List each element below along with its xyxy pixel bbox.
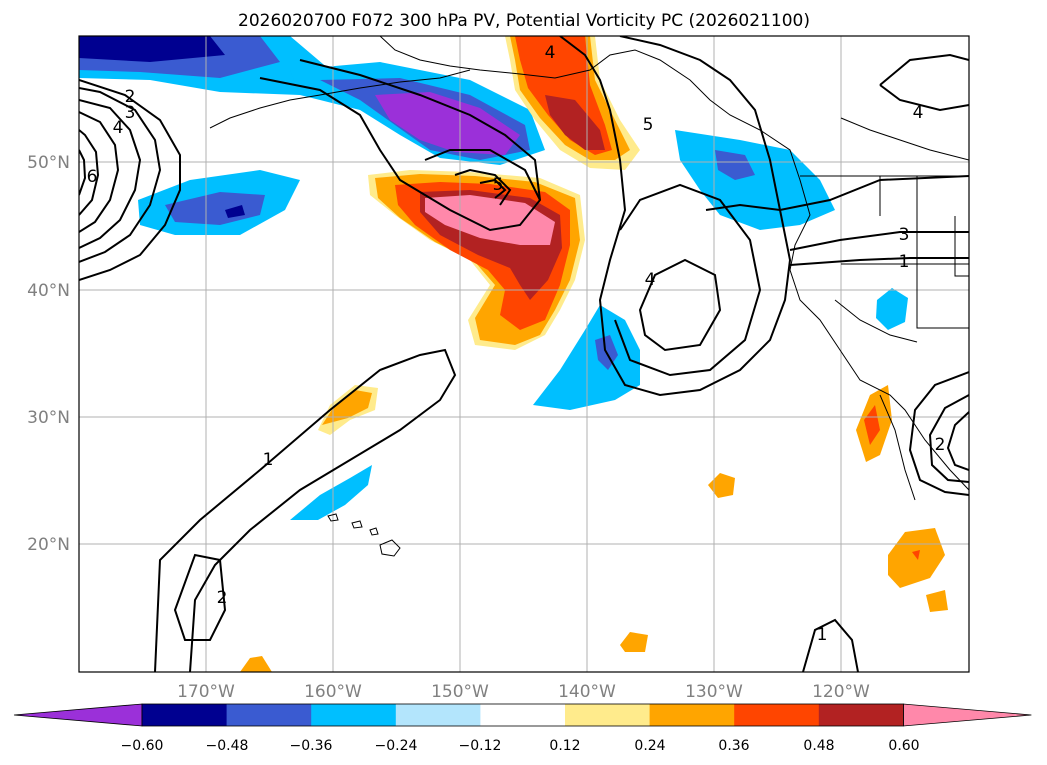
- lat-label: 40°N: [27, 281, 70, 301]
- colorbar-tick-label: −0.12: [459, 738, 502, 754]
- pv-negative-anomalies: [79, 36, 908, 520]
- contour-label: 4: [113, 118, 124, 138]
- colorbar-tick-label: 0.12: [549, 738, 580, 754]
- contour-label: 2: [935, 435, 946, 455]
- colorbar-tick-label: 0.36: [718, 738, 749, 754]
- hawaii-islands: [327, 513, 401, 557]
- colorbar-tick-label: −0.36: [290, 738, 333, 754]
- lon-label: 130°W: [685, 682, 743, 702]
- figure-title: 2026020700 F072 300 hPa PV, Potential Vo…: [238, 11, 810, 31]
- contour-label: 2: [125, 87, 136, 107]
- contour-labels: 2 3 4 6 4 5 5 4 4 3 1 1 2 1 2: [87, 43, 946, 645]
- colorbar-segment: [142, 704, 228, 726]
- colorbar-tick-label: 0.48: [803, 738, 834, 754]
- latitude-labels: 50°N 40°N 30°N 20°N: [27, 153, 70, 555]
- colorbar-segments: [13, 703, 1032, 727]
- colorbar-segment: [734, 704, 820, 726]
- lat-label: 20°N: [27, 535, 70, 555]
- lon-label: 170°W: [177, 682, 235, 702]
- contour-label: 5: [643, 115, 654, 135]
- colorbar-segment: [649, 704, 735, 726]
- lon-label: 150°W: [431, 682, 489, 702]
- pv-positive-anomalies: [240, 36, 948, 672]
- longitude-labels: 170°W 160°W 150°W 140°W 130°W 120°W: [177, 682, 870, 702]
- gridlines: [79, 36, 969, 672]
- colorbar-ticks: −0.60 −0.48 −0.36 −0.24 −0.12 0.12 0.24 …: [121, 738, 920, 754]
- contour-label: 3: [125, 103, 136, 123]
- colorbar-extend-min: [13, 703, 143, 727]
- lat-label: 50°N: [27, 153, 70, 173]
- contour-label: 1: [899, 252, 910, 272]
- colorbar-segment: [395, 704, 481, 726]
- lon-label: 160°W: [304, 682, 362, 702]
- contour-label: 1: [263, 450, 274, 470]
- colorbar-frame: [141, 703, 904, 727]
- colorbar-tick-label: −0.60: [121, 738, 164, 754]
- colorbar-segment: [480, 704, 566, 726]
- lat-label: 30°N: [27, 408, 70, 428]
- colorbar-tick-label: 0.24: [634, 738, 665, 754]
- contour-label: 1: [817, 625, 828, 645]
- contour-label: 6: [87, 167, 98, 187]
- colorbar-segment: [565, 704, 651, 726]
- contour-label: 4: [645, 270, 656, 290]
- colorbar-segment: [818, 704, 904, 726]
- colorbar-tick-label: 0.60: [888, 738, 919, 754]
- colorbar-segment: [226, 704, 312, 726]
- colorbar-extend-max: [903, 703, 1032, 727]
- colorbar-segment: [311, 704, 397, 726]
- contour-label: 2: [217, 588, 228, 608]
- contour-label: 5: [493, 175, 504, 195]
- contour-lines: [79, 36, 969, 672]
- map-frame: [78, 35, 970, 673]
- colorbar-tick-label: −0.48: [206, 738, 249, 754]
- contour-label: 4: [545, 43, 556, 63]
- contour-label: 3: [899, 225, 910, 245]
- lon-label: 120°W: [812, 682, 870, 702]
- lon-label: 140°W: [558, 682, 616, 702]
- colorbar: −0.60 −0.48 −0.36 −0.24 −0.12 0.12 0.24 …: [13, 703, 1032, 754]
- map-panel: 2 3 4 6 4 5 5 4 4 3 1 1 2 1 2 50°N 40°N …: [27, 35, 970, 702]
- colorbar-tick-label: −0.24: [375, 738, 418, 754]
- contour-label: 4: [913, 103, 924, 123]
